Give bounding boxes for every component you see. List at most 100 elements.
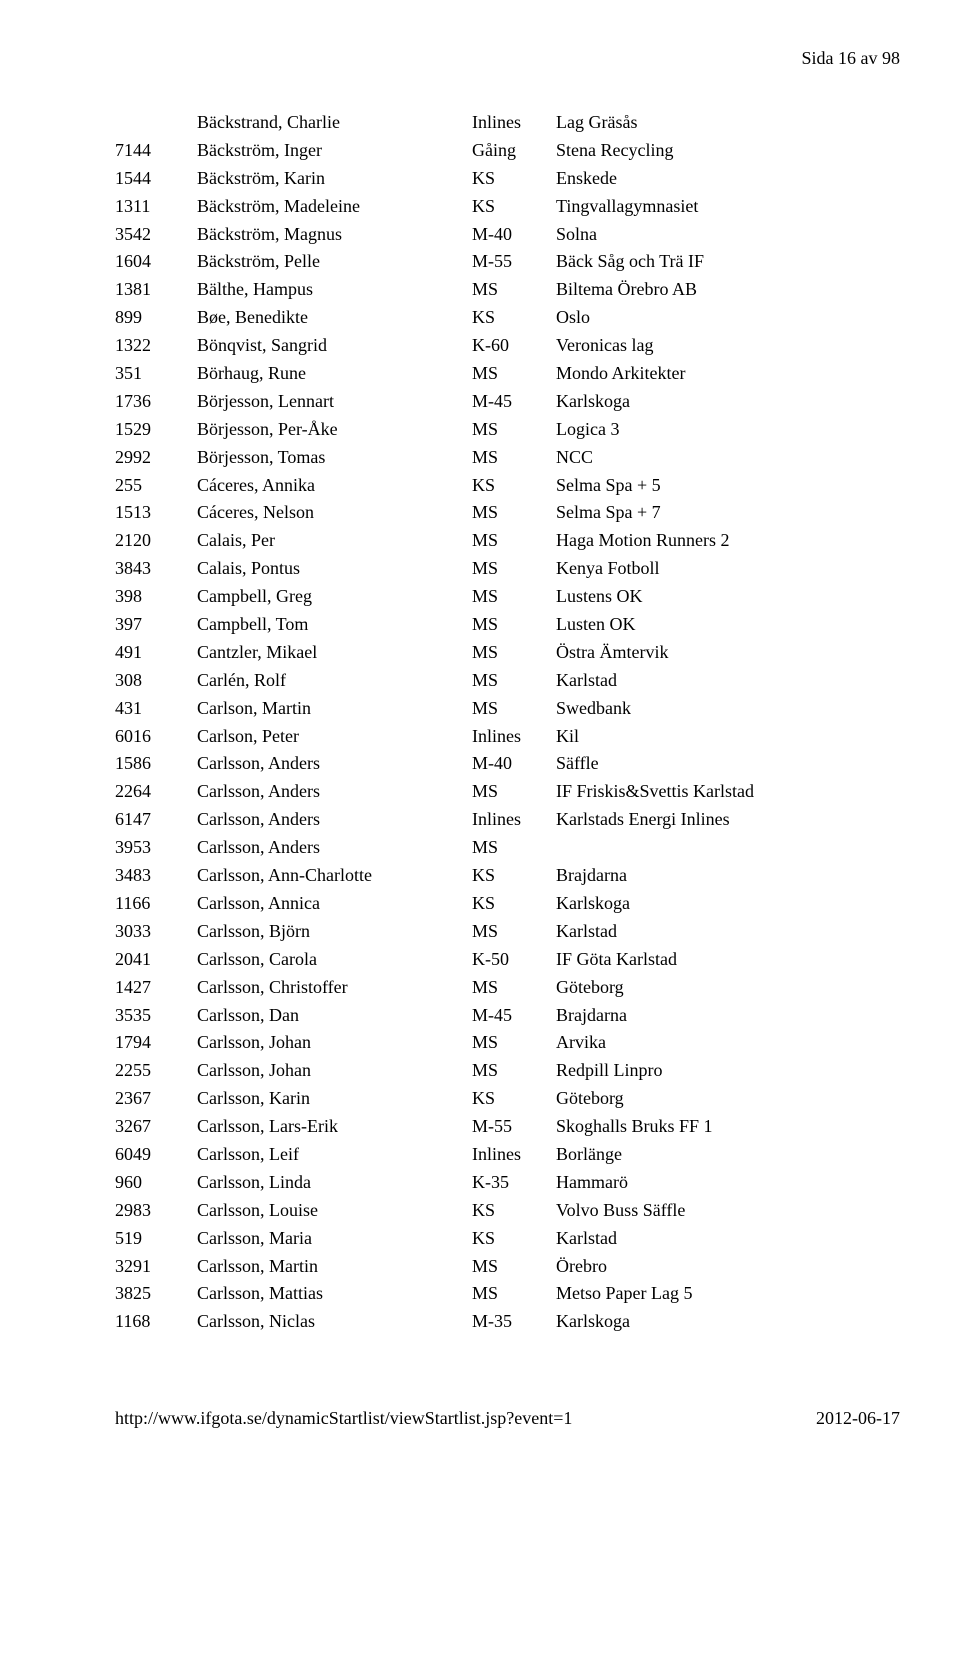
table-row: 1794Carlsson, JohanMSArvika	[115, 1029, 754, 1057]
table-row: 1381Bälthe, HampusMSBiltema Örebro AB	[115, 276, 754, 304]
name-cell: Carlsson, Johan	[197, 1057, 472, 1085]
class-cell: MS	[472, 974, 556, 1002]
class-cell: KS	[472, 304, 556, 332]
table-row: 3535Carlsson, DanM-45Brajdarna	[115, 1002, 754, 1030]
bib-cell: 431	[115, 695, 197, 723]
name-cell: Bönqvist, Sangrid	[197, 332, 472, 360]
name-cell: Börjesson, Lennart	[197, 388, 472, 416]
page: Sida 16 av 98 Bäckstrand, CharlieInlines…	[0, 0, 960, 1457]
table-row: 2367Carlsson, KarinKSGöteborg	[115, 1085, 754, 1113]
bib-cell: 1166	[115, 890, 197, 918]
name-cell: Cáceres, Nelson	[197, 499, 472, 527]
bib-cell: 1322	[115, 332, 197, 360]
table-row: 1322Bönqvist, SangridK-60Veronicas lag	[115, 332, 754, 360]
table-row: 3953Carlsson, AndersMS	[115, 834, 754, 862]
team-cell: Arvika	[556, 1029, 754, 1057]
table-row: 7144Bäckström, IngerGåingStena Recycling	[115, 137, 754, 165]
class-cell: KS	[472, 1197, 556, 1225]
team-cell: Tingvallagymnasiet	[556, 193, 754, 221]
name-cell: Carlsson, Ann-Charlotte	[197, 862, 472, 890]
footer-url: http://www.ifgota.se/dynamicStartlist/vi…	[115, 1408, 572, 1429]
name-cell: Calais, Per	[197, 527, 472, 555]
class-cell: MS	[472, 444, 556, 472]
team-cell: NCC	[556, 444, 754, 472]
team-cell: Karlskoga	[556, 1308, 754, 1336]
name-cell: Carlsson, Niclas	[197, 1308, 472, 1336]
bib-cell: 3483	[115, 862, 197, 890]
team-cell: Karlskoga	[556, 890, 754, 918]
team-cell: Karlstad	[556, 667, 754, 695]
team-cell: Brajdarna	[556, 862, 754, 890]
class-cell: KS	[472, 1085, 556, 1113]
name-cell: Carlén, Rolf	[197, 667, 472, 695]
class-cell: MS	[472, 1029, 556, 1057]
bib-cell: 3542	[115, 221, 197, 249]
name-cell: Börjesson, Per-Åke	[197, 416, 472, 444]
class-cell: K-60	[472, 332, 556, 360]
table-row: 1529Börjesson, Per-ÅkeMSLogica 3	[115, 416, 754, 444]
name-cell: Carlsson, Maria	[197, 1225, 472, 1253]
table-row: 3033Carlsson, BjörnMSKarlstad	[115, 918, 754, 946]
class-cell: MS	[472, 1057, 556, 1085]
team-cell: Logica 3	[556, 416, 754, 444]
class-cell: M-45	[472, 388, 556, 416]
bib-cell: 1586	[115, 750, 197, 778]
bib-cell: 7144	[115, 137, 197, 165]
bib-cell: 398	[115, 583, 197, 611]
team-cell: Biltema Örebro AB	[556, 276, 754, 304]
class-cell: MS	[472, 1253, 556, 1281]
bib-cell: 2992	[115, 444, 197, 472]
bib-cell: 6147	[115, 806, 197, 834]
table-row: 1311Bäckström, MadeleineKSTingvallagymna…	[115, 193, 754, 221]
team-cell: Selma Spa + 5	[556, 472, 754, 500]
name-cell: Carlsson, Leif	[197, 1141, 472, 1169]
name-cell: Carlsson, Anders	[197, 806, 472, 834]
class-cell: MS	[472, 527, 556, 555]
name-cell: Carlsson, Anders	[197, 778, 472, 806]
bib-cell: 519	[115, 1225, 197, 1253]
team-cell: Veronicas lag	[556, 332, 754, 360]
class-cell: M-55	[472, 248, 556, 276]
table-row: 2120Calais, PerMSHaga Motion Runners 2	[115, 527, 754, 555]
table-row: 431Carlson, MartinMSSwedbank	[115, 695, 754, 723]
team-cell: Selma Spa + 7	[556, 499, 754, 527]
team-cell: Brajdarna	[556, 1002, 754, 1030]
team-cell: Karlstads Energi Inlines	[556, 806, 754, 834]
team-cell: Lag Gräsås	[556, 109, 754, 137]
class-cell: MS	[472, 667, 556, 695]
team-cell: Lustens OK	[556, 583, 754, 611]
bib-cell: 1381	[115, 276, 197, 304]
name-cell: Campbell, Tom	[197, 611, 472, 639]
bib-cell: 1311	[115, 193, 197, 221]
bib-cell: 2120	[115, 527, 197, 555]
name-cell: Carlsson, Björn	[197, 918, 472, 946]
team-cell: Mondo Arkitekter	[556, 360, 754, 388]
bib-cell: 6016	[115, 723, 197, 751]
team-cell: IF Göta Karlstad	[556, 946, 754, 974]
class-cell: MS	[472, 583, 556, 611]
name-cell: Carlsson, Anders	[197, 750, 472, 778]
name-cell: Carlsson, Johan	[197, 1029, 472, 1057]
name-cell: Carlsson, Linda	[197, 1169, 472, 1197]
page-number-label: Sida 16 av 98	[115, 48, 900, 69]
class-cell: KS	[472, 890, 556, 918]
class-cell: MS	[472, 778, 556, 806]
team-cell: Volvo Buss Säffle	[556, 1197, 754, 1225]
name-cell: Carlsson, Karin	[197, 1085, 472, 1113]
bib-cell: 899	[115, 304, 197, 332]
class-cell: Inlines	[472, 109, 556, 137]
table-row: 2264Carlsson, AndersMSIF Friskis&Svettis…	[115, 778, 754, 806]
table-row: 960Carlsson, LindaK-35Hammarö	[115, 1169, 754, 1197]
team-cell: Kil	[556, 723, 754, 751]
bib-cell: 6049	[115, 1141, 197, 1169]
table-row: Bäckstrand, CharlieInlinesLag Gräsås	[115, 109, 754, 137]
name-cell: Carlsson, Annica	[197, 890, 472, 918]
name-cell: Carlson, Martin	[197, 695, 472, 723]
name-cell: Bäckström, Madeleine	[197, 193, 472, 221]
class-cell: MS	[472, 360, 556, 388]
table-row: 255Cáceres, AnnikaKSSelma Spa + 5	[115, 472, 754, 500]
team-cell: Lusten OK	[556, 611, 754, 639]
class-cell: MS	[472, 555, 556, 583]
team-cell: Karlstad	[556, 1225, 754, 1253]
name-cell: Carlsson, Louise	[197, 1197, 472, 1225]
